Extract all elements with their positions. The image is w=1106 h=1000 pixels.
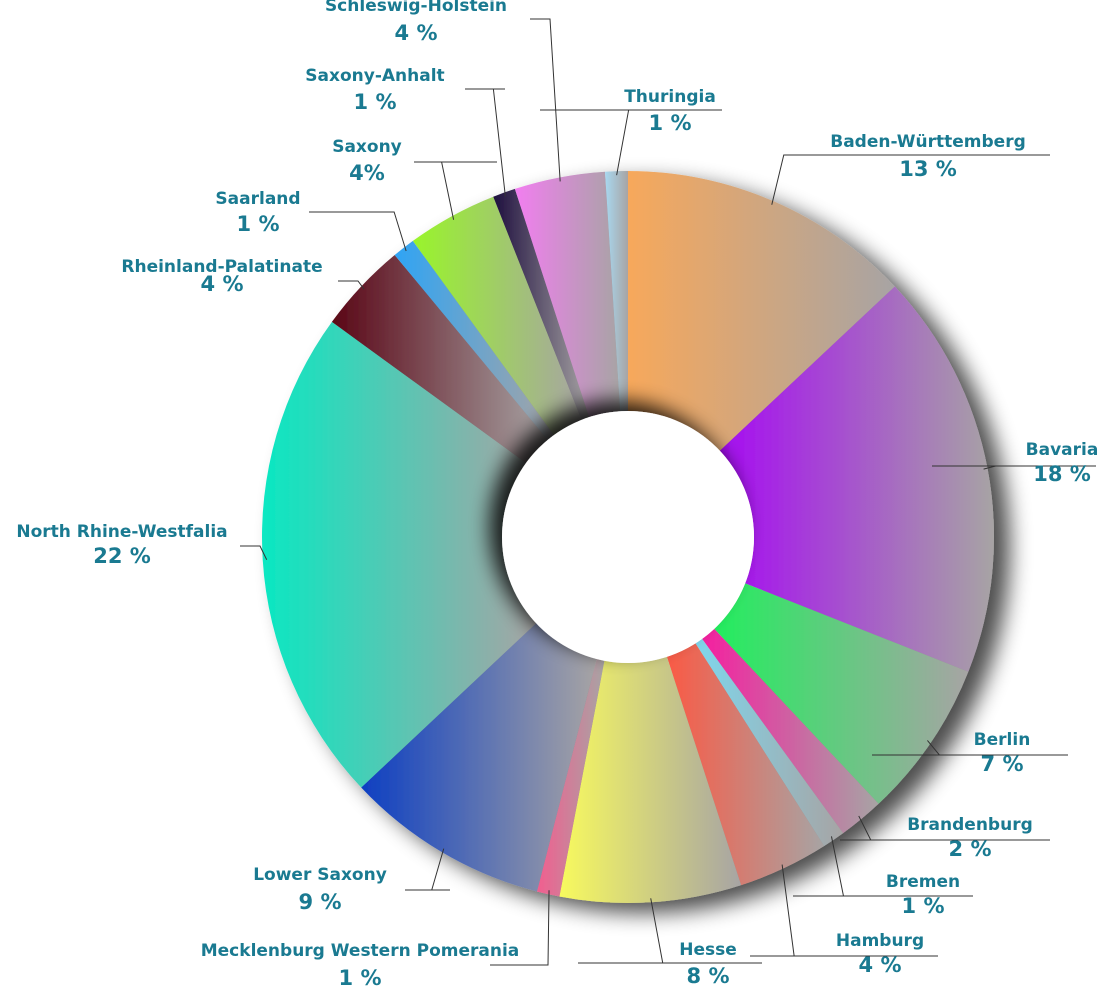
slice-saxony-anhalt [493,188,590,420]
slice-name-label: Saxony [332,137,402,157]
slice-name-label: Saarland [215,189,300,209]
leader-line [578,898,762,964]
slice-value-label: 4% [349,161,385,185]
slice-saarland [394,240,554,440]
slice-hesse [559,656,742,904]
slice-value-label: 4 % [859,953,902,977]
slice-rheinland-palatinate [331,254,548,463]
slice-name-label: Hesse [679,940,737,960]
leader-line [490,890,550,966]
slice-berlin [714,583,969,804]
donut-hole [502,411,754,663]
slice-value-label: 22 % [93,544,151,568]
leader-line [793,836,973,897]
leader-line [540,109,722,176]
slice-name-label: Mecklenburg Western Pomerania [201,941,520,961]
leader-line [309,211,407,252]
leader-line [530,18,561,182]
leader-line [240,545,268,560]
slice-saxony [412,196,582,436]
donut-slices [262,171,994,904]
leader-line [872,740,1068,756]
leader-line [840,815,1050,841]
slice-name-label: North Rhine-Westfalia [16,522,227,542]
slice-schleswig-holstein [514,171,621,418]
slice-name-label: Schleswig-Holstein [325,0,507,16]
slice-name-label: Rheinland-Palatinate [121,257,322,277]
slice-name-label: Baden-Württemberg [830,132,1026,152]
leader-line [338,280,365,290]
slice-name-label: Bavaria [1026,440,1099,460]
slice-value-label: 1 % [649,111,692,135]
slice-name-label: Bremen [886,872,960,892]
slice-value-label: 18 % [1033,462,1091,486]
slice-name-label: Brandenburg [907,815,1033,835]
slice-value-label: 4 % [201,272,244,296]
slice-name-label: Hamburg [836,931,924,951]
slice-value-label: 2 % [949,837,992,861]
slice-baden-w-rttemberg [628,171,895,451]
slice-value-label: 1 % [902,894,945,918]
slice-name-label: Lower Saxony [253,865,387,885]
slice-value-label: 9 % [299,890,342,914]
slice-north-rhine-westfalia [262,321,537,788]
slice-value-label: 7 % [981,752,1024,776]
leader-line [465,88,506,197]
slice-value-label: 1 % [354,90,397,114]
slice-name-label: Thuringia [624,87,716,107]
leader-lines [240,18,1096,966]
slice-bremen [695,638,844,847]
slice-value-label: 1 % [339,966,382,990]
slice-value-label: 8 % [687,964,730,988]
slice-value-label: 4 % [395,21,438,45]
slice-hamburg [666,643,825,886]
leader-line [750,864,938,957]
leader-line [771,154,1050,205]
leader-line [932,465,1096,470]
slice-value-label: 13 % [899,157,957,181]
slice-brandenburg [702,628,879,834]
slice-bavaria [719,286,994,672]
slice-thuringia [605,171,628,412]
slice-mecklenburg-western-pomerania [536,659,605,897]
slice-name-label: Saxony-Anhalt [305,66,444,86]
leader-line [414,161,497,220]
slice-lower-saxony [361,623,597,892]
slice-value-label: 1 % [237,212,280,236]
slice-name-label: Berlin [974,730,1031,750]
leader-line [405,848,450,891]
